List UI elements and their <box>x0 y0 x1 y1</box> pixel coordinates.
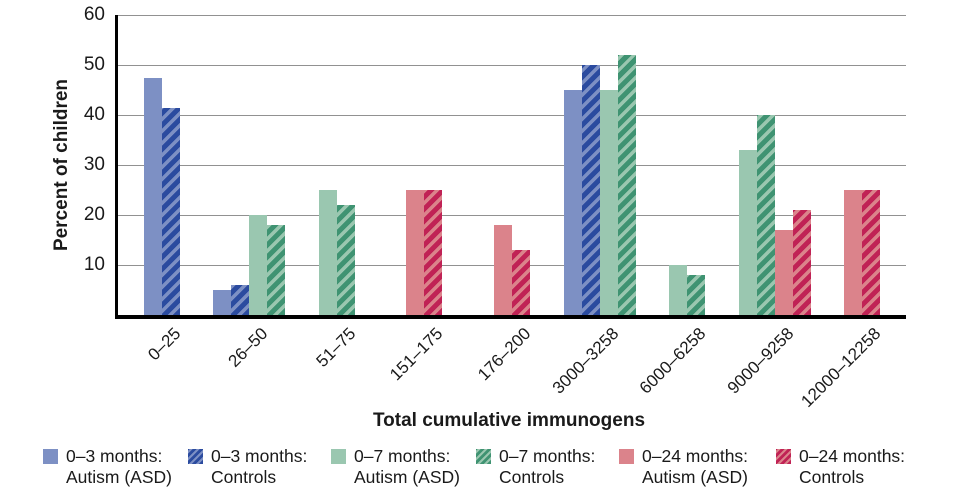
legend-label-group: Autism (ASD) <box>642 467 748 487</box>
legend-label: 0–3 months: Controls <box>211 446 307 488</box>
x-axis-title: Total cumulative immunogens <box>372 410 646 431</box>
bar-26–50-series0 <box>213 290 232 315</box>
bar-26–50-series3 <box>267 225 286 315</box>
y-tick-label-60: 60 <box>83 4 105 25</box>
legend-label-period: 0–24 months: <box>799 446 906 466</box>
legend-label-period: 0–24 months: <box>642 446 749 466</box>
bar-3000–3258-series3 <box>617 55 636 315</box>
legend-swatch-solid-icon <box>331 449 346 464</box>
bar-12000–12258-series5 <box>862 190 881 315</box>
bar-6000–6258-series2 <box>669 265 688 315</box>
legend-swatch-solid-icon <box>43 449 58 464</box>
legend-label-group: Controls <box>499 467 565 487</box>
bar-26–50-series1 <box>231 285 250 315</box>
bar-176–200-series5 <box>512 250 530 315</box>
gridline-30 <box>118 165 906 166</box>
legend-entry-2: 0–7 months: Autism (ASD) <box>331 446 460 488</box>
bar-9000–9258-series3 <box>756 115 775 315</box>
legend-entry-3: 0–7 months: Controls <box>476 446 595 488</box>
bar-9000–9258-series4 <box>774 230 793 315</box>
legend-label: 0–24 months: Controls <box>799 446 905 488</box>
legend-label: 0–24 months: Autism (ASD) <box>642 446 748 488</box>
y-tick-label-20: 20 <box>83 204 105 225</box>
legend-label-period: 0–3 months: <box>211 446 308 466</box>
legend-swatch-hatched-icon <box>188 449 203 464</box>
legend-swatch-solid-icon <box>619 449 634 464</box>
legend-label-group: Autism (ASD) <box>66 467 172 487</box>
bar-151–175-series4 <box>406 190 425 315</box>
bar-0–25-series1 <box>161 107 180 315</box>
bar-3000–3258-series2 <box>599 90 618 315</box>
bar-51–75-series2 <box>318 190 337 315</box>
bar-176–200-series4 <box>494 225 512 315</box>
legend-label: 0–7 months: Autism (ASD) <box>354 446 460 488</box>
bar-51–75-series3 <box>336 205 355 315</box>
y-tick-label-10: 10 <box>83 254 105 275</box>
legend-entry-4: 0–24 months: Autism (ASD) <box>619 446 748 488</box>
bar-26–50-series2 <box>249 215 268 315</box>
legend-label-group: Autism (ASD) <box>354 467 460 487</box>
bar-3000–3258-series0 <box>563 90 582 315</box>
legend-entry-0: 0–3 months: Autism (ASD) <box>43 446 172 488</box>
legend-entry-5: 0–24 months: Controls <box>776 446 905 488</box>
bar-9000–9258-series2 <box>738 150 757 315</box>
legend-swatch-hatched-icon <box>476 449 491 464</box>
legend: 0–3 months: Autism (ASD) 0–3 months: Contro… <box>0 446 975 494</box>
legend-label-group: Controls <box>211 467 277 487</box>
gridline-20 <box>118 215 906 216</box>
legend-label-period: 0–7 months: <box>499 446 596 466</box>
gridline-40 <box>118 115 906 116</box>
legend-label-period: 0–7 months: <box>354 446 451 466</box>
bar-151–175-series5 <box>424 190 443 315</box>
plot-area <box>115 15 906 319</box>
gridline-50 <box>118 65 906 66</box>
bar-0–25-series0 <box>143 77 162 315</box>
legend-label-group: Controls <box>799 467 865 487</box>
bar-3000–3258-series1 <box>581 65 600 315</box>
legend-label: 0–7 months: Controls <box>499 446 595 488</box>
y-tick-label-30: 30 <box>83 154 105 175</box>
legend-swatch-hatched-icon <box>776 449 791 464</box>
bar-6000–6258-series3 <box>687 275 706 315</box>
gridline-60 <box>118 15 906 16</box>
legend-label: 0–3 months: Autism (ASD) <box>66 446 172 488</box>
y-tick-label-40: 40 <box>83 104 105 125</box>
legend-label-period: 0–3 months: <box>66 446 163 466</box>
bar-12000–12258-series4 <box>844 190 863 315</box>
y-tick-label-50: 50 <box>83 54 105 75</box>
legend-entry-1: 0–3 months: Controls <box>188 446 307 488</box>
bar-9000–9258-series5 <box>792 210 811 315</box>
